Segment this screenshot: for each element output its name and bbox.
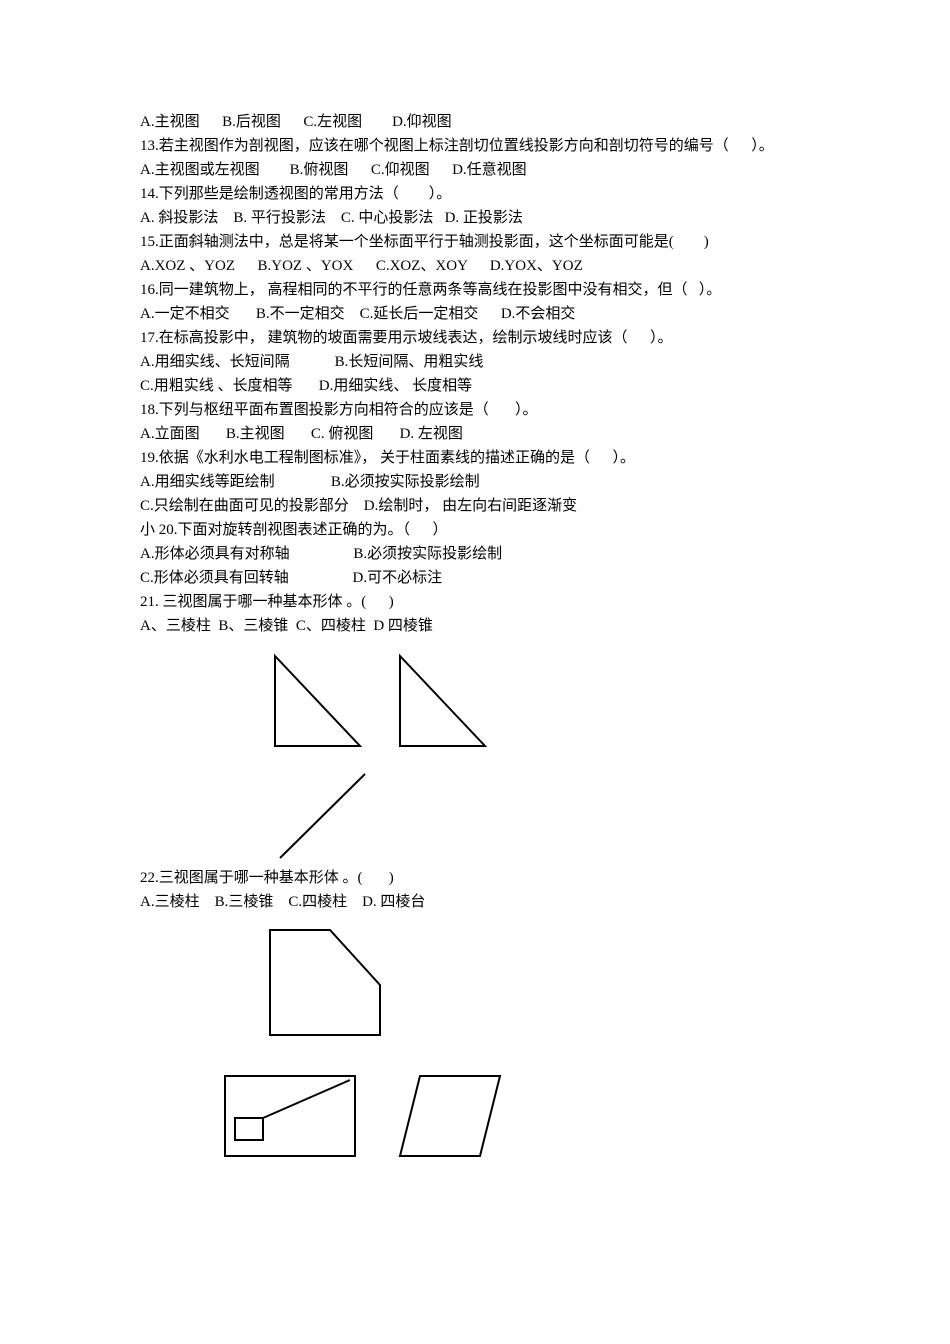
q16-stem: 16.同一建筑物上， 高程相同的不平行的任意两条等高线在投影图中没有相交，但（ … <box>140 278 810 302</box>
q13-stem: 13.若主视图作为剖视图，应该在哪个视图上标注剖切位置线投影方向和剖切符号的编号… <box>140 134 810 158</box>
q19-options-2: C.只绘制在曲面可见的投影部分 D.绘制时， 由左向右间距逐渐变 <box>140 494 810 518</box>
q15-options: A.XOZ 、YOZ B.YOZ 、YOX C.XOZ、XOY D.YOX、YO… <box>140 254 810 278</box>
q21-stem: 21. 三视图属于哪一种基本形体 。( ) <box>140 590 810 614</box>
q20-stem: 小 20.下面对旋转剖视图表述正确的为。（ ） <box>140 518 810 542</box>
q20-options-1: A.形体必须具有对称轴 B.必须按实际投影绘制 <box>140 542 810 566</box>
frustum-bottom-diagram <box>220 1068 520 1168</box>
q17-stem: 17.在标高投影中， 建筑物的坡面需要用示坡线表达，绘制示坡线时应该（ ）。 <box>140 326 810 350</box>
q16-options: A.一定不相交 B.不一定相交 C.延长后一定相交 D.不会相交 <box>140 302 810 326</box>
q15-stem: 15.正面斜轴测法中，总是将某一个坐标面平行于轴测投影面，这个坐标面可能是( ) <box>140 230 810 254</box>
q17-options-2: C.用粗实线 、长度相等 D.用细实线、 长度相等 <box>140 374 810 398</box>
q18-options: A.立面图 B.主视图 C. 俯视图 D. 左视图 <box>140 422 810 446</box>
q22-figure <box>140 920 810 1168</box>
q21-options: A、三棱柱 B、三棱锥 C、四棱柱 D 四棱锥 <box>140 614 810 638</box>
triangle-diagram-top <box>260 646 510 756</box>
q14-options: A. 斜投影法 B. 平行投影法 C. 中心投影法 D. 正投影法 <box>140 206 810 230</box>
q19-stem: 19.依据《水利水电工程制图标准》， 关于柱面素线的描述正确的是（ ）。 <box>140 446 810 470</box>
q17-options-1: A.用细实线、长短间隔 B.长短间隔、用粗实线 <box>140 350 810 374</box>
q21-figure <box>140 646 810 866</box>
q22-stem: 22.三视图属于哪一种基本形体 。( ) <box>140 866 810 890</box>
q18-stem: 18.下列与枢纽平面布置图投影方向相符合的应该是（ ）。 <box>140 398 810 422</box>
q14-stem: 14.下列那些是绘制透视图的常用方法（ ）。 <box>140 182 810 206</box>
diagonal-line-diagram <box>260 766 390 866</box>
q20-options-2: C.形体必须具有回转轴 D.可不必标注 <box>140 566 810 590</box>
exam-page: A.主视图 B.后视图 C.左视图 D.仰视图 13.若主视图作为剖视图，应该在… <box>0 0 950 1218</box>
q12-options: A.主视图 B.后视图 C.左视图 D.仰视图 <box>140 110 810 134</box>
q13-options: A.主视图或左视图 B.俯视图 C.仰视图 D.任意视图 <box>140 158 810 182</box>
q22-options: A.三棱柱 B.三棱锥 C.四棱柱 D. 四棱台 <box>140 890 810 914</box>
trapezoid-shape <box>250 920 400 1040</box>
q19-options-1: A.用细实线等距绘制 B.必须按实际投影绘制 <box>140 470 810 494</box>
